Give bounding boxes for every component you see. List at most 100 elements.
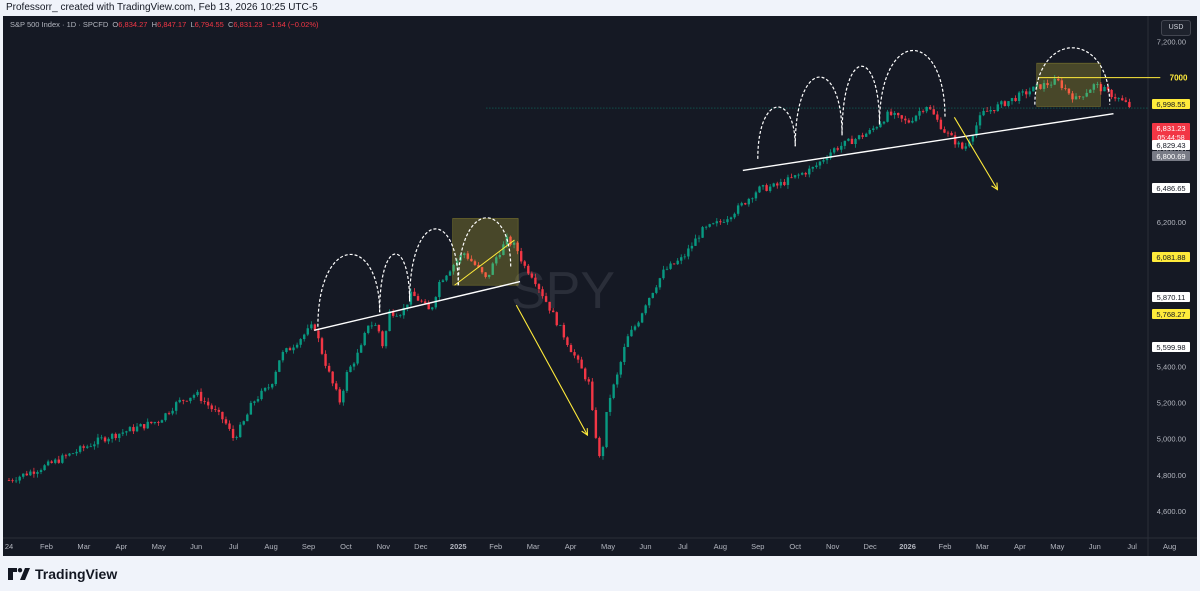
candle-body: [224, 419, 228, 424]
candle-body: [157, 421, 160, 423]
candle-body: [655, 287, 658, 293]
x-tick-label: Dec: [863, 542, 877, 551]
head-arc: [878, 49, 946, 125]
arrow-2026-head: [991, 182, 999, 191]
price-tag-label: 5,599.98: [1156, 343, 1185, 352]
x-tick-label: Dec: [414, 542, 428, 551]
candle-body: [836, 148, 839, 150]
candle-body: [114, 433, 117, 439]
candle-body: [886, 111, 889, 122]
candle-body: [324, 353, 327, 366]
candle-body: [438, 281, 441, 298]
symbol-legend[interactable]: S&P 500 Index · 1D · SPCFD O6,834.27 H6,…: [10, 20, 318, 29]
candle-body: [619, 362, 622, 375]
x-tick-label: Feb: [489, 542, 502, 551]
price-tag-yellow: [1152, 252, 1190, 262]
price-tag-red: [1152, 123, 1190, 143]
candle-body: [331, 371, 334, 384]
candle-body: [1049, 84, 1053, 86]
x-tick-label: Aug: [264, 542, 277, 551]
candle-body: [911, 120, 914, 123]
candle-body: [413, 291, 416, 297]
head-arc: [379, 253, 411, 313]
candle-body: [914, 115, 918, 121]
candle-body: [658, 278, 662, 288]
x-tick-label: 2026: [899, 542, 916, 551]
candle-body: [971, 135, 975, 142]
tradingview-logo-icon: [8, 568, 30, 580]
candle-body: [199, 391, 203, 401]
candle-body: [740, 203, 743, 206]
head-arc: [757, 106, 796, 159]
chart-panel[interactable]: SPY7,200.006,600.006,400.006,200.006,000…: [3, 16, 1197, 556]
candle-body: [43, 465, 46, 471]
x-tick-label: Sep: [302, 542, 315, 551]
candle-body: [719, 221, 722, 223]
price-chart[interactable]: SPY7,200.006,600.006,400.006,200.006,000…: [3, 16, 1197, 556]
candle-body: [452, 264, 455, 272]
candle-body: [338, 389, 341, 403]
countdown-label: 05:44:58: [1157, 135, 1184, 142]
candle-body: [235, 437, 238, 439]
candle-body: [879, 123, 882, 128]
candle-body: [996, 104, 999, 112]
candle-body: [1042, 83, 1046, 89]
chart-attribution: Professorr_ created with TradingView.com…: [0, 0, 1200, 16]
candle-body: [420, 300, 423, 302]
candle-body: [993, 110, 996, 112]
candle-body: [135, 426, 139, 432]
candle-body: [786, 177, 790, 186]
candle-body: [832, 148, 836, 153]
candle-body: [555, 312, 558, 326]
candle-body: [274, 371, 277, 385]
candle-body: [530, 273, 534, 278]
x-tick-label: May: [152, 542, 166, 551]
candle-body: [779, 181, 783, 186]
y-tick-label: 4,800.00: [1157, 471, 1186, 480]
currency-selector[interactable]: USD: [1161, 20, 1191, 36]
candle-body: [843, 140, 847, 146]
symbol-name[interactable]: S&P 500 Index · 1D · SPCFD: [10, 20, 109, 29]
candle-body: [203, 400, 206, 402]
candle-body: [89, 446, 93, 448]
candle-body: [594, 410, 598, 438]
candle-body: [847, 138, 850, 141]
candle-body: [747, 198, 751, 205]
candle-body: [957, 142, 960, 145]
candle-body: [537, 284, 541, 290]
candle-body: [694, 238, 697, 246]
candle-body: [850, 138, 854, 145]
candle-body: [932, 109, 935, 115]
x-tick-label: May: [601, 542, 615, 551]
x-tick-label: Oct: [340, 542, 353, 551]
candle-body: [893, 112, 896, 115]
candle-body: [100, 437, 103, 439]
head-arc: [457, 217, 512, 286]
candle-body: [61, 455, 64, 463]
candle-body: [591, 381, 594, 411]
candle-body: [808, 168, 811, 175]
candle-body: [242, 421, 245, 425]
candle-body: [349, 366, 352, 373]
candle-body: [669, 263, 672, 269]
candle-body: [491, 263, 494, 275]
candle-body: [281, 352, 285, 361]
zone-box-2026: [1036, 62, 1101, 107]
candle-body: [541, 289, 544, 297]
candle-body: [1121, 98, 1124, 101]
candle-body: [651, 292, 654, 298]
candle-body: [160, 420, 164, 423]
candle-body: [804, 173, 807, 175]
candle-body: [626, 336, 630, 347]
candle-body: [797, 174, 800, 176]
candle-body: [608, 397, 612, 412]
candle-body: [754, 192, 758, 199]
candle-body: [509, 236, 512, 245]
tradingview-brand[interactable]: TradingView: [8, 566, 117, 582]
candle-body: [463, 253, 466, 256]
candle-body: [22, 473, 25, 477]
x-tick-label: Aug: [1163, 542, 1176, 551]
watermark: SPY: [511, 262, 615, 320]
y-tick-label: 7,200.00: [1157, 37, 1186, 46]
candle-body: [367, 325, 370, 333]
